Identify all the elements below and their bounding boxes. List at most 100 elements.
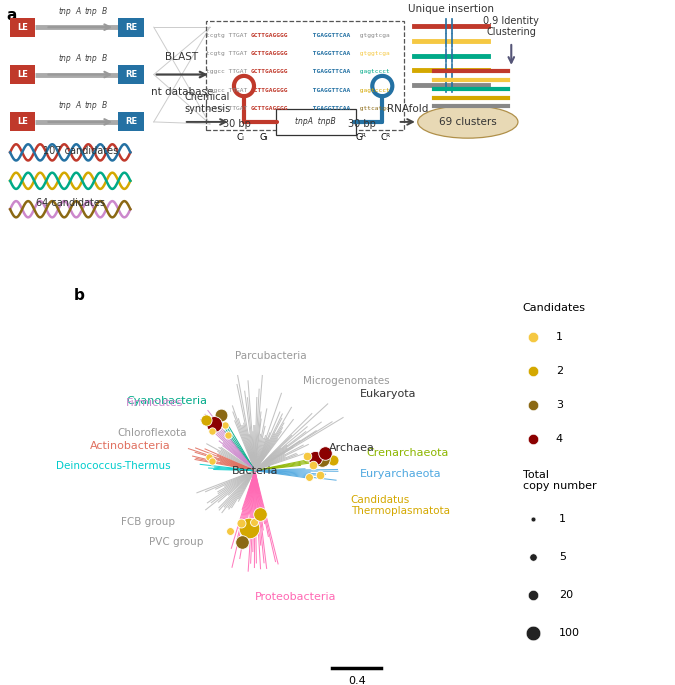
Text: GCTTGAGGGG: GCTTGAGGGG <box>250 69 288 75</box>
Text: GCTTGAGGGG: GCTTGAGGGG <box>250 33 288 38</box>
Text: 20: 20 <box>559 590 573 600</box>
Text: gtggtcga: gtggtcga <box>356 33 390 38</box>
Point <box>204 452 215 463</box>
Text: Chemical
synthesis: Chemical synthesis <box>184 92 230 114</box>
Text: tnp: tnp <box>85 7 98 16</box>
Point <box>302 450 313 461</box>
Point <box>237 536 248 547</box>
Point <box>225 525 236 536</box>
Text: B: B <box>102 54 107 63</box>
Text: RNAfold: RNAfold <box>387 104 429 114</box>
Text: 69 clusters: 69 clusters <box>439 117 497 127</box>
Text: gtggtcga: gtggtcga <box>356 51 390 56</box>
Point <box>220 419 231 430</box>
Text: tggcc TTGAT: tggcc TTGAT <box>206 88 250 92</box>
Text: Total
copy number: Total copy number <box>523 470 597 491</box>
Text: Parcubacteria: Parcubacteria <box>235 351 306 361</box>
Text: 107 candidates: 107 candidates <box>43 146 118 155</box>
Text: gagtccct: gagtccct <box>356 88 390 92</box>
Text: LE: LE <box>18 117 28 127</box>
Text: nt database: nt database <box>151 87 213 97</box>
Point <box>207 456 217 466</box>
Point <box>315 470 325 481</box>
Point <box>244 523 254 534</box>
Point <box>319 448 330 459</box>
Text: Microgenomates: Microgenomates <box>302 375 389 386</box>
Text: TGAGGTTCAA: TGAGGTTCAA <box>308 106 350 111</box>
Text: Crenarchaeota: Crenarchaeota <box>366 448 448 458</box>
Ellipse shape <box>418 105 518 138</box>
Text: 0.4: 0.4 <box>348 676 366 685</box>
FancyBboxPatch shape <box>10 18 36 36</box>
Point <box>317 453 328 464</box>
Point <box>223 430 234 441</box>
Point <box>527 434 538 445</box>
Text: RE: RE <box>125 70 137 79</box>
Text: Firmicutes: Firmicutes <box>126 399 183 408</box>
Text: cgttc TTGAT: cgttc TTGAT <box>206 106 250 111</box>
Text: Deinococcus-Thermus: Deinococcus-Thermus <box>56 461 171 471</box>
FancyBboxPatch shape <box>10 65 36 84</box>
Text: gttcatgc: gttcatgc <box>356 106 390 111</box>
Text: Chloroflexota: Chloroflexota <box>117 428 187 438</box>
Text: RE: RE <box>125 117 137 127</box>
Point <box>527 590 538 601</box>
Text: 100: 100 <box>559 628 580 638</box>
Text: 2: 2 <box>556 366 563 376</box>
FancyBboxPatch shape <box>118 18 144 36</box>
Text: Archaea: Archaea <box>329 443 375 453</box>
Point <box>527 551 538 562</box>
Text: tnp: tnp <box>85 101 98 110</box>
Text: tnp: tnp <box>58 54 71 63</box>
Point <box>304 472 315 483</box>
Text: B: B <box>102 101 107 110</box>
Text: TGAGGTTCAA: TGAGGTTCAA <box>308 69 350 75</box>
Text: RE: RE <box>125 23 137 32</box>
Point <box>200 414 211 425</box>
Text: Gᴿ: Gᴿ <box>356 133 367 142</box>
Point <box>207 425 218 436</box>
Text: Eukaryota: Eukaryota <box>360 389 416 399</box>
Point <box>248 516 259 527</box>
Text: BLAST: BLAST <box>165 52 198 62</box>
Text: FCB group: FCB group <box>122 517 176 527</box>
Text: LE: LE <box>18 70 28 79</box>
Text: Cₗ: Cₗ <box>237 133 244 142</box>
Point <box>254 509 265 520</box>
Text: TGAGGTTCAA: TGAGGTTCAA <box>308 33 350 38</box>
Text: 5: 5 <box>559 552 566 562</box>
Text: 1: 1 <box>556 332 563 342</box>
Text: Unique insertion: Unique insertion <box>408 3 494 14</box>
Text: tggcc TTGAT: tggcc TTGAT <box>206 69 250 75</box>
Text: 64 candidates: 64 candidates <box>36 198 105 208</box>
Point <box>307 459 318 470</box>
Text: A: A <box>75 54 80 63</box>
Text: Cyanobacteria: Cyanobacteria <box>127 396 208 406</box>
Text: GCTTGAGGGG: GCTTGAGGGG <box>250 88 288 92</box>
Text: tnp: tnp <box>58 101 71 110</box>
Point <box>527 514 538 525</box>
Text: PVC group: PVC group <box>148 537 203 547</box>
FancyBboxPatch shape <box>118 65 144 84</box>
Text: Actinobacteria: Actinobacteria <box>90 441 170 451</box>
Text: tnp: tnp <box>58 7 71 16</box>
Point <box>209 419 220 429</box>
Text: tcgtg TTGAT: tcgtg TTGAT <box>206 51 250 56</box>
Text: TGAGGTTCAA: TGAGGTTCAA <box>308 88 350 92</box>
Point <box>527 399 538 410</box>
FancyBboxPatch shape <box>10 112 36 132</box>
Text: GCTTGAGGGG: GCTTGAGGGG <box>250 106 288 111</box>
Point <box>527 627 538 638</box>
Text: Cᴿ: Cᴿ <box>381 133 391 142</box>
Text: Proteobacteria: Proteobacteria <box>254 592 336 602</box>
Text: GCTTGAGGGG: GCTTGAGGGG <box>250 51 288 56</box>
Text: A: A <box>75 7 80 16</box>
Point <box>527 366 538 377</box>
Text: TGAGGTTCAA: TGAGGTTCAA <box>308 51 350 56</box>
Point <box>310 452 321 463</box>
Text: A: A <box>75 101 80 110</box>
Text: Candidates: Candidates <box>523 303 586 312</box>
Text: b: b <box>74 288 84 303</box>
Text: gagtccct: gagtccct <box>356 69 390 75</box>
Text: Euryarchaeota: Euryarchaeota <box>360 469 442 479</box>
